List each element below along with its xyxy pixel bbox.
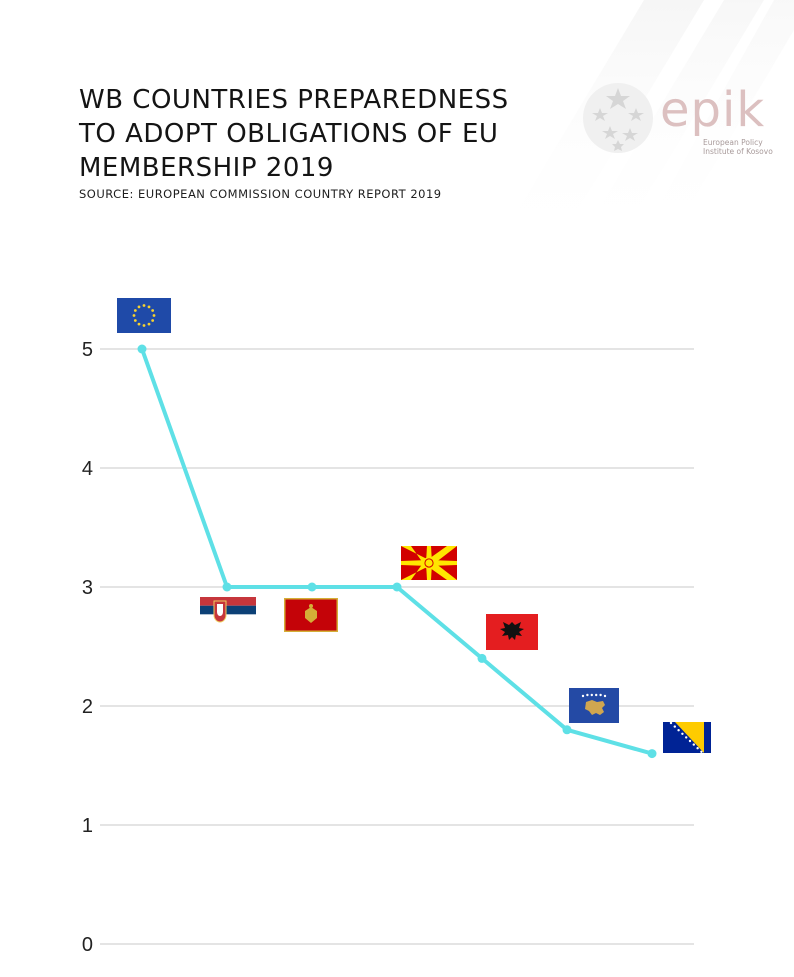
chart-subtitle: SOURCE: EUROPEAN COMMISSION COUNTRY REPO… <box>79 187 442 201</box>
gridlines <box>100 348 694 945</box>
globe-icon <box>583 83 653 153</box>
y-tick-label: 4 <box>82 458 93 480</box>
y-tick-label: 3 <box>82 577 93 599</box>
epik-logo <box>580 78 780 162</box>
eu-flag-icon <box>117 298 171 333</box>
title-line: TO ADOPT OBLIGATIONS OF EU <box>79 119 499 149</box>
albania-flag-icon <box>486 614 538 650</box>
y-tick-labels: 0 1 2 3 4 5 <box>82 339 93 956</box>
chart-title: WB COUNTRIES PREPAREDNESS TO ADOPT OBLIG… <box>79 83 549 185</box>
data-point-kosovo-flag <box>562 725 572 735</box>
data-point-north-macedonia-flag <box>392 582 402 592</box>
y-tick-label: 2 <box>82 696 93 718</box>
data-point-eu-flag <box>137 344 147 354</box>
title-line: MEMBERSHIP 2019 <box>79 153 334 183</box>
logo-wordmark: epik <box>660 82 766 138</box>
bosnia-flag-icon <box>663 722 711 753</box>
logo-subtitle: European Policy Institute of Kosovo <box>703 138 773 156</box>
montenegro-flag-icon <box>284 598 338 632</box>
kosovo-flag-icon <box>569 688 619 723</box>
y-tick-label: 5 <box>82 339 93 361</box>
title-line: WB COUNTRIES PREPAREDNESS <box>79 85 509 115</box>
data-point-serbia-flag <box>222 582 232 592</box>
data-point-albania-flag <box>477 653 487 663</box>
data-point-montenegro-flag <box>307 582 317 592</box>
data-points <box>137 344 657 759</box>
y-tick-label: 1 <box>82 815 93 837</box>
y-tick-label: 0 <box>82 934 93 956</box>
logo-subtitle-line: Institute of Kosovo <box>703 147 773 156</box>
serbia-flag-icon <box>200 597 256 623</box>
north-macedonia-flag-icon <box>401 546 457 580</box>
logo-subtitle-line: European Policy <box>703 138 763 147</box>
data-point-bosnia-flag <box>647 749 657 759</box>
